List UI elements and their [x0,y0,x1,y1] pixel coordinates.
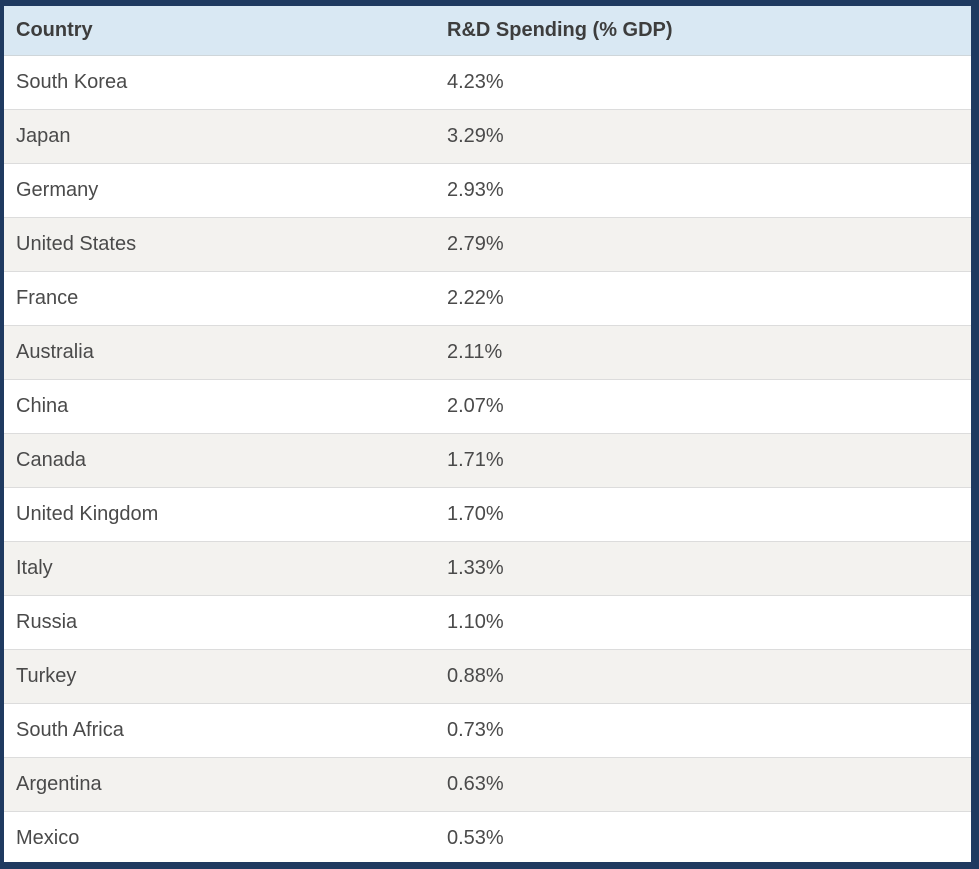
table-row: Canada 1.71% [4,433,971,488]
table-header-row: Country R&D Spending (% GDP) [4,6,971,56]
table-row: Russia 1.10% [4,595,971,650]
value-cell: 0.53% [435,811,971,862]
value-cell: 2.07% [435,379,971,434]
table-row: France 2.22% [4,271,971,326]
value-cell: 0.63% [435,757,971,812]
country-cell: Turkey [4,649,435,704]
table-header: Country R&D Spending (% GDP) [4,6,971,56]
table-row: Australia 2.11% [4,325,971,380]
country-cell: Italy [4,541,435,596]
table-row: United States 2.79% [4,217,971,272]
value-cell: 2.79% [435,217,971,272]
value-cell: 4.23% [447,71,504,93]
column-header-rd-spending: R&D Spending (% GDP) [435,6,971,56]
country-cell: France [4,271,435,326]
country-cell: Japan [4,109,435,164]
table-row: Germany 2.93% [4,163,971,218]
country-cell: South Korea [16,71,128,93]
value-cell: 2.93% [435,163,971,218]
country-cell: Germany [4,163,435,218]
table-row: Mexico 0.53% [4,811,971,862]
value-cell: 1.70% [435,487,971,542]
country-cell: South Africa [4,703,435,758]
value-cell: 1.33% [435,541,971,596]
table-row: Turkey 0.88% [4,649,971,704]
value-cell: 2.11% [435,325,971,380]
table-row: China 2.07% [4,379,971,434]
table-row: South Africa 0.73% [4,703,971,758]
rd-spending-table: Country R&D Spending (% GDP) South Korea… [4,6,971,862]
value-cell: 2.22% [435,271,971,326]
country-cell: United States [4,217,435,272]
column-header-country: Country [4,6,435,56]
value-cell: 1.10% [435,595,971,650]
country-cell: Argentina [4,757,435,812]
value-cell: 0.88% [435,649,971,704]
country-cell: Russia [4,595,435,650]
table-row: South Korea 4.23% [4,55,971,110]
country-cell: Canada [4,433,435,488]
country-cell: Australia [4,325,435,380]
country-cell: United Kingdom [4,487,435,542]
country-cell: China [4,379,435,434]
value-cell: 0.73% [435,703,971,758]
value-cell: 1.71% [435,433,971,488]
table-body: South Korea 4.23% Japan 3.29% Germany 2.… [4,55,971,862]
country-cell: Mexico [4,811,435,862]
table-row: Japan 3.29% [4,109,971,164]
table-row: Argentina 0.63% [4,757,971,812]
table-row: Italy 1.33% [4,541,971,596]
value-cell: 3.29% [435,109,971,164]
table-row: United Kingdom 1.70% [4,487,971,542]
